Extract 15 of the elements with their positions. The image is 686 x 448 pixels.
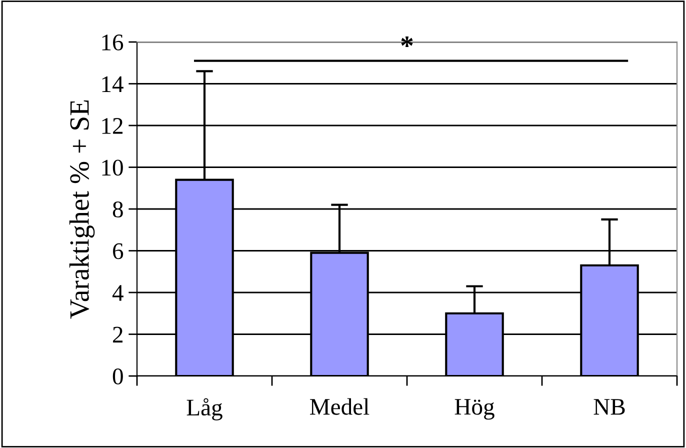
x-tick-label: Låg	[186, 398, 222, 420]
x-tick-label: NB	[594, 399, 625, 415]
y-axis-title: Varaktighet % + SE	[69, 100, 95, 319]
y-tick-label: 0	[112, 368, 123, 384]
y-tick-label: 14	[102, 76, 124, 92]
y-tick-label: 16	[102, 34, 124, 50]
annotation: *	[401, 36, 413, 48]
y-tick-label: 4	[112, 285, 124, 301]
y-tick-label: 2	[113, 326, 123, 342]
y-tick-label: 6	[113, 243, 124, 260]
y-tick-label: 12	[102, 118, 123, 134]
x-tick-label: Hög	[454, 399, 494, 420]
y-tick-label: 10	[102, 160, 123, 176]
x-tick-label: Medel	[310, 398, 370, 415]
y-tick-label: 8	[112, 201, 123, 218]
